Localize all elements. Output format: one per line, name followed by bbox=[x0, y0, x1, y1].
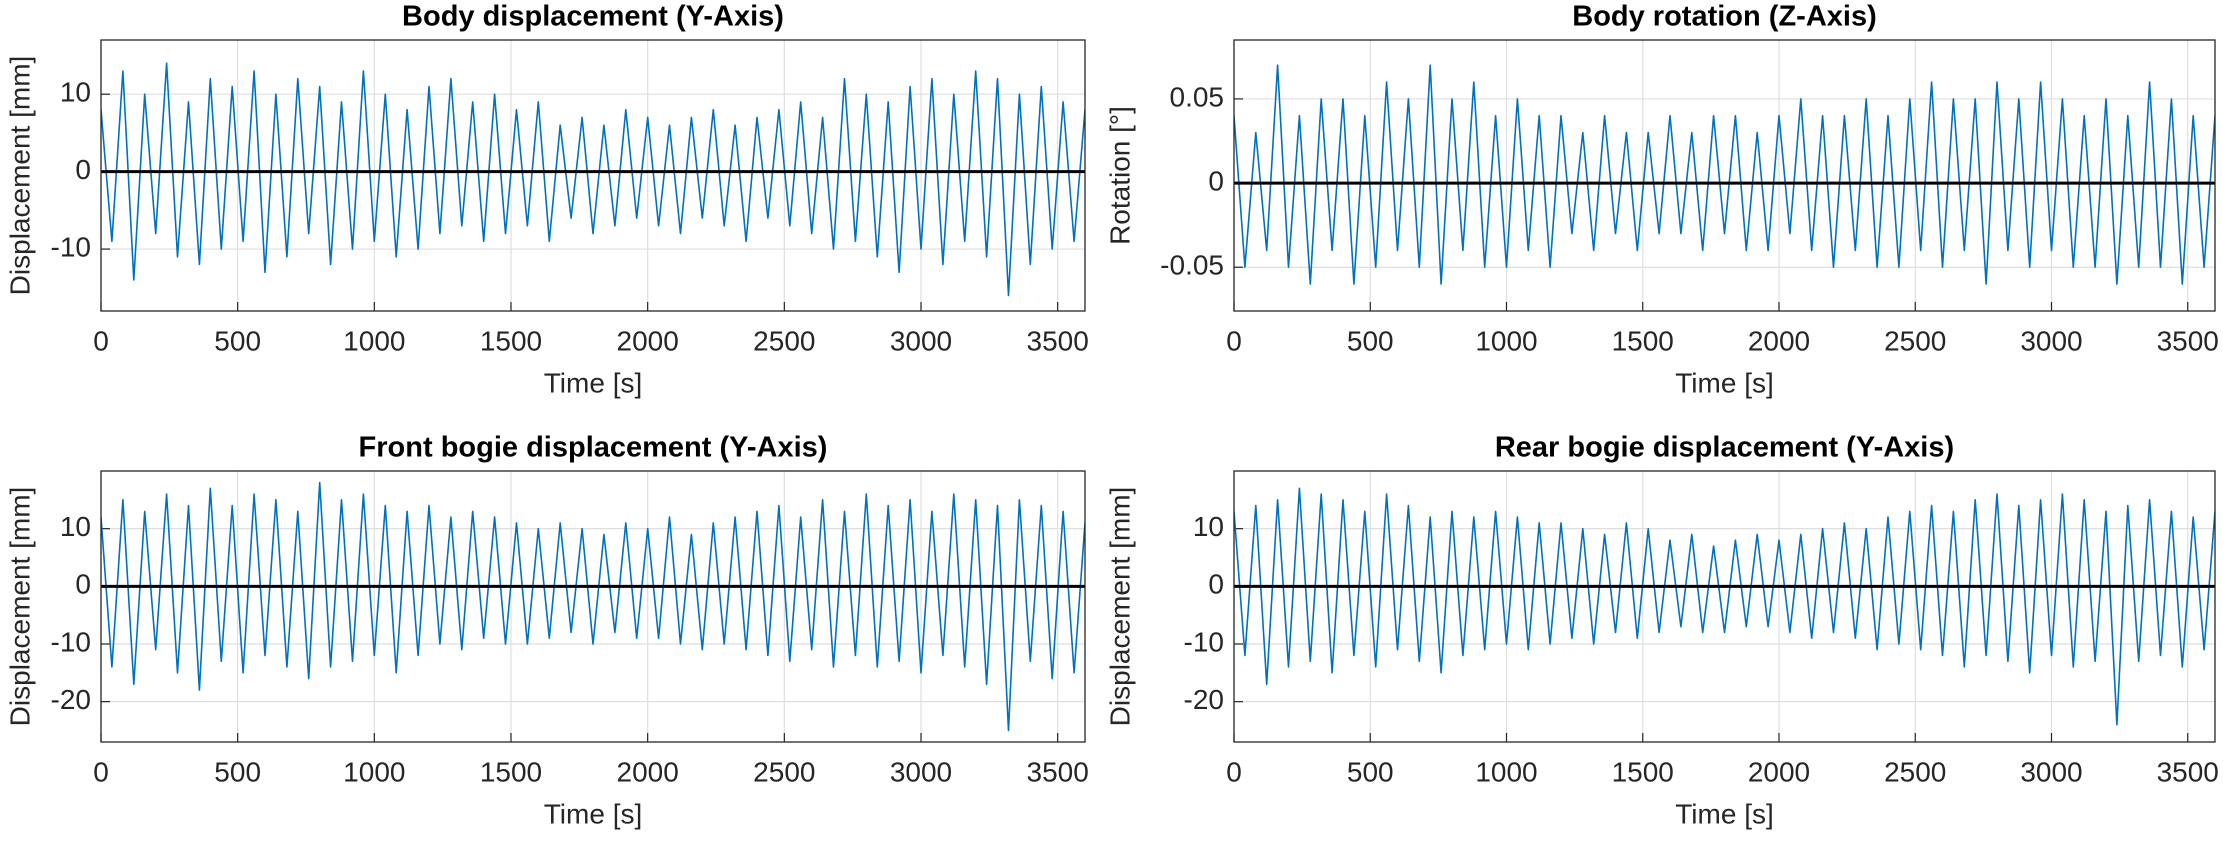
x-tick-label: 1000 bbox=[1475, 756, 1537, 787]
y-tick-label: -10 bbox=[1184, 626, 1224, 657]
chart-title: Body rotation (Z-Axis) bbox=[1572, 1, 1877, 33]
x-tick-label: 1500 bbox=[480, 756, 542, 787]
axes-box bbox=[1233, 470, 2216, 743]
x-tick-label: 2500 bbox=[1884, 325, 1946, 356]
x-tick-label: 1500 bbox=[480, 325, 542, 356]
x-tick-label: 2000 bbox=[1748, 756, 1810, 787]
x-tick-label: 0 bbox=[1226, 756, 1242, 787]
x-tick-label: 3000 bbox=[2020, 325, 2082, 356]
y-axis-label: Displacement [mm] bbox=[4, 487, 35, 727]
x-tick-label: 3000 bbox=[2020, 756, 2082, 787]
y-tick-label: 0.05 bbox=[1170, 81, 1225, 112]
data-line bbox=[101, 62, 1085, 297]
x-tick-label: 1500 bbox=[1612, 756, 1674, 787]
y-tick-label: 0 bbox=[1208, 165, 1224, 196]
chart-title: Rear bogie displacement (Y-Axis) bbox=[1495, 432, 1954, 464]
data-group bbox=[1234, 64, 2215, 285]
x-tick-label: 500 bbox=[214, 756, 261, 787]
x-tick-label: 3500 bbox=[1027, 325, 1089, 356]
data-group bbox=[101, 62, 1085, 297]
y-tick-label: -10 bbox=[51, 231, 91, 262]
data-line bbox=[1234, 64, 2215, 285]
x-tick-label: 500 bbox=[214, 325, 261, 356]
y-tick-label: -0.05 bbox=[1160, 250, 1224, 281]
y-tick-label: 10 bbox=[60, 511, 91, 542]
x-tick-label: 2000 bbox=[1748, 325, 1810, 356]
data-group bbox=[101, 481, 1085, 732]
chart-title: Front bogie displacement (Y-Axis) bbox=[359, 432, 828, 464]
x-tick-label: 2500 bbox=[753, 756, 815, 787]
y-tick-label: -20 bbox=[51, 684, 91, 715]
chart-title: Body displacement (Y-Axis) bbox=[402, 1, 784, 33]
x-tick-label: 2000 bbox=[617, 325, 679, 356]
x-tick-label: 3500 bbox=[2157, 325, 2219, 356]
x-tick-label: 1000 bbox=[343, 756, 405, 787]
x-axis-label: Time [s] bbox=[1675, 798, 1774, 829]
x-tick-label: 0 bbox=[93, 756, 109, 787]
x-tick-label: 3500 bbox=[1027, 756, 1089, 787]
x-tick-label: 2500 bbox=[1884, 756, 1946, 787]
panel: 0 500 1000 1500 2000 2500 3000 3500 -20 -10 0 10 Rea… bbox=[1104, 432, 2219, 830]
x-tick-label: 3500 bbox=[2157, 756, 2219, 787]
data-line bbox=[101, 481, 1085, 732]
y-tick-label: 0 bbox=[1208, 569, 1224, 600]
x-tick-label: 3000 bbox=[890, 756, 952, 787]
x-tick-label: 2500 bbox=[753, 325, 815, 356]
y-axis-label: Rotation [°] bbox=[1104, 106, 1135, 245]
y-tick-label: 10 bbox=[60, 77, 91, 108]
x-tick-label: 1000 bbox=[1475, 325, 1537, 356]
panel: 0 500 1000 1500 2000 2500 3000 3500 -0.05 0 0.05 Bo… bbox=[1104, 1, 2219, 399]
y-tick-label: -20 bbox=[1184, 684, 1224, 715]
x-axis-label: Time [s] bbox=[1675, 367, 1774, 398]
y-tick-label: 0 bbox=[75, 154, 91, 185]
axes-box bbox=[1233, 39, 2216, 312]
axes-box bbox=[100, 39, 1086, 312]
data-line bbox=[1234, 487, 2215, 726]
panel: 0 500 1000 1500 2000 2500 3000 3500 -20 -10 0 10 Fro… bbox=[4, 432, 1088, 830]
axes-box bbox=[100, 470, 1086, 743]
x-tick-label: 500 bbox=[1347, 325, 1394, 356]
y-tick-label: 0 bbox=[75, 569, 91, 600]
x-tick-label: 2000 bbox=[617, 756, 679, 787]
x-tick-label: 1500 bbox=[1612, 325, 1674, 356]
y-axis-label: Displacement [mm] bbox=[4, 56, 35, 296]
x-tick-label: 0 bbox=[93, 325, 109, 356]
y-tick-label: -10 bbox=[51, 626, 91, 657]
panel: 0 500 1000 1500 2000 2500 3000 3500 -10 0 10 Body d… bbox=[4, 1, 1088, 399]
y-axis-label: Displacement [mm] bbox=[1104, 487, 1135, 727]
x-tick-label: 1000 bbox=[343, 325, 405, 356]
x-axis-label: Time [s] bbox=[544, 367, 643, 398]
x-tick-label: 500 bbox=[1347, 756, 1394, 787]
y-tick-label: 10 bbox=[1193, 511, 1224, 542]
x-tick-label: 0 bbox=[1226, 325, 1242, 356]
x-axis-label: Time [s] bbox=[544, 798, 643, 829]
x-tick-label: 3000 bbox=[890, 325, 952, 356]
data-group bbox=[1234, 487, 2215, 726]
